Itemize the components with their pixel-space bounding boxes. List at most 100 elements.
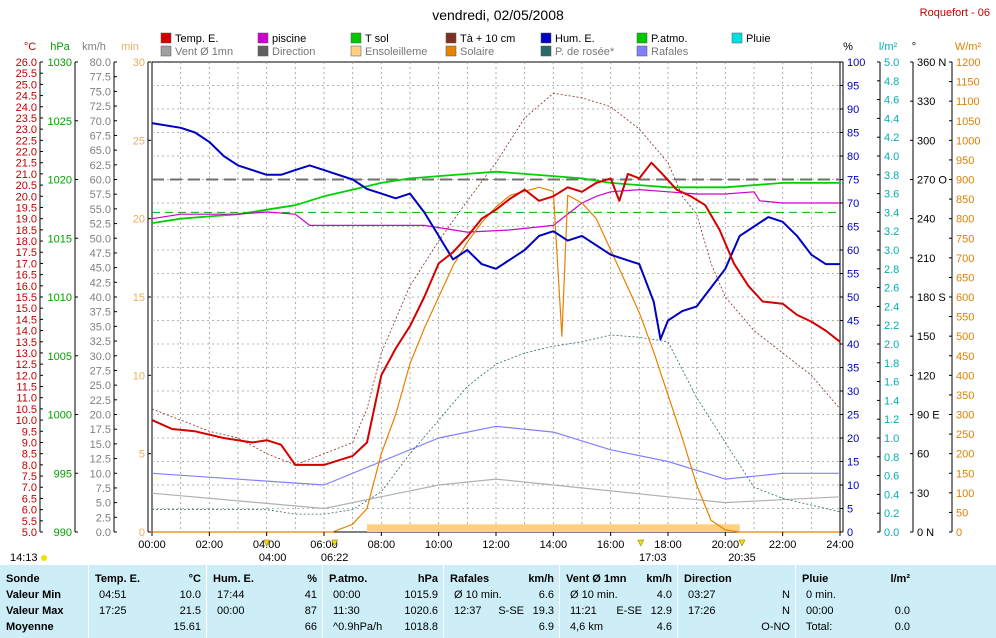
solar-tick-label: 100	[956, 488, 974, 500]
temp-tick-label: 14.5	[16, 314, 37, 326]
temp-tick-label: 5.5	[22, 516, 37, 528]
rain-tick-label: 4.6	[884, 95, 899, 107]
legend-label: Vent Ø 1mn	[175, 46, 233, 58]
axis-unit-label: %	[843, 41, 853, 53]
chart-title: vendredi, 02/05/2008	[432, 7, 564, 23]
wind-tick-label: 17.5	[90, 424, 111, 436]
axis-unit-label: min	[121, 41, 139, 53]
direction-tick-label: 150	[917, 331, 935, 343]
wind-tick-label: 47.5	[90, 248, 111, 260]
series-t-sol	[151, 170, 840, 224]
x-tick-label: 18:00	[654, 539, 682, 551]
summary-column: Pluie l/m² 0 min. 00:00 0.0 Total: 0.0	[795, 565, 916, 638]
summary-header-title: P.atmo.	[329, 573, 368, 585]
direction-tick-label: 180 S	[917, 292, 946, 304]
summary-row: O-NO	[684, 619, 790, 635]
summary-column: P.atmo. hPa 00:00 1015.9 11:30 1020.6 ^0.9hPa/…	[322, 565, 444, 638]
summary-time: 00:00	[217, 605, 245, 617]
legend-label: P.atmo.	[651, 33, 688, 45]
axis-unit-label: °C	[24, 41, 36, 53]
summary-row: Total: 0.0	[802, 619, 910, 635]
legend-swatch	[636, 32, 648, 44]
solar-tick-label: 250	[956, 429, 974, 441]
legend-swatch	[350, 45, 362, 57]
legend-swatch	[636, 45, 648, 57]
summary-direction: S-SE	[498, 605, 524, 617]
wind-tick-label: 37.5	[90, 307, 111, 319]
temp-tick-label: 6.0	[22, 505, 37, 517]
sun-tick-label: 5	[139, 449, 145, 461]
wind-tick-label: 52.5	[90, 219, 111, 231]
summary-time: 17:26	[688, 605, 716, 617]
summary-row: ^0.9hPa/h 1018.8	[329, 619, 438, 635]
solar-tick-label: 800	[956, 214, 974, 226]
summary-value: N	[782, 605, 790, 617]
temp-tick-label: 17.5	[16, 247, 37, 259]
summary-row: 11:30 1020.6	[329, 603, 438, 619]
summary-value: 19.3	[532, 605, 554, 617]
rain-tick-label: 3.8	[884, 170, 899, 182]
legend-label: P. de rosée*	[555, 46, 615, 58]
rain-tick-label: 3.6	[884, 189, 899, 201]
solar-tick-label: 1200	[956, 57, 980, 69]
pressure-tick-label: 990	[54, 527, 72, 539]
legend-swatch	[160, 32, 172, 44]
wind-tick-label: 50.0	[90, 233, 111, 245]
solar-tick-label: 650	[956, 272, 974, 284]
humidity-tick-label: 100	[847, 57, 865, 69]
summary-value: N	[782, 589, 790, 601]
direction-tick-label: 300	[917, 135, 935, 147]
humidity-tick-label: 65	[847, 222, 859, 234]
temp-tick-label: 22.0	[16, 147, 37, 159]
solar-tick-label: 850	[956, 194, 974, 206]
legend-swatch	[445, 32, 457, 44]
solar-tick-label: 350	[956, 390, 974, 402]
temp-tick-label: 11.0	[16, 393, 37, 405]
pressure-tick-label: 1020	[48, 175, 72, 187]
solar-tick-label: 1050	[956, 116, 980, 128]
wind-tick-label: 35.0	[90, 321, 111, 333]
solar-tick-label: 900	[956, 175, 974, 187]
temp-tick-label: 15.0	[16, 303, 37, 315]
x-tick-label: 12:00	[482, 539, 510, 551]
wind-tick-label: 42.5	[90, 277, 111, 289]
legend-swatch	[445, 45, 457, 57]
event-label: 17:03	[639, 552, 667, 564]
axis-unit-label: °	[912, 41, 916, 53]
x-tick-label: 06:00	[310, 539, 338, 551]
summary-row: 4,6 km 4.6	[566, 619, 672, 635]
temp-tick-label: 11.5	[16, 382, 37, 394]
rain-tick-label: 1.2	[884, 414, 899, 426]
humidity-tick-label: 20	[847, 433, 859, 445]
series-rafales	[151, 425, 840, 486]
summary-time: 0 min.	[806, 589, 836, 601]
plot-area	[151, 61, 841, 533]
wind-tick-label: 60.0	[90, 175, 111, 187]
rain-tick-label: 4.8	[884, 76, 899, 88]
humidity-tick-label: 95	[847, 81, 859, 93]
summary-row: 17:26 N	[684, 603, 790, 619]
humidity-tick-label: 80	[847, 151, 859, 163]
time-axis: 00:00 02:00 04:00 06:00 08:00 10:00 12:00 14:00…	[10, 532, 854, 564]
wind-tick-label: 80.0	[90, 57, 111, 69]
summary-header-title: Sonde	[6, 573, 40, 585]
temp-tick-label: 13.0	[16, 348, 37, 360]
temp-tick-label: 22.5	[16, 135, 37, 147]
solar-tick-label: 450	[956, 351, 974, 363]
summary-value: 6.6	[538, 589, 554, 601]
temp-tick-label: 23.5	[16, 113, 37, 125]
summary-header-unit: km/h	[646, 573, 672, 585]
solar-tick-label: 0	[956, 527, 962, 539]
wind-tick-label: 77.5	[90, 72, 111, 84]
wind-tick-label: 10.0	[90, 468, 111, 480]
summary-value: 0.0	[894, 621, 910, 633]
summary-row: 03:27 N	[684, 587, 790, 603]
summary-time: 12:37	[454, 605, 482, 617]
legend-swatch	[257, 32, 269, 44]
summary-header: Hum. E.%	[213, 571, 317, 587]
rain-tick-label: 2.0	[884, 339, 899, 351]
summary-column: Vent Ø 1mn km/h Ø 10 min. 4.0 11:21 E-SE 12.9 4…	[559, 565, 678, 638]
temp-tick-label: 21.0	[16, 169, 37, 181]
rain-tick-label: 1.6	[884, 377, 899, 389]
temp-tick-label: 21.5	[16, 158, 37, 170]
